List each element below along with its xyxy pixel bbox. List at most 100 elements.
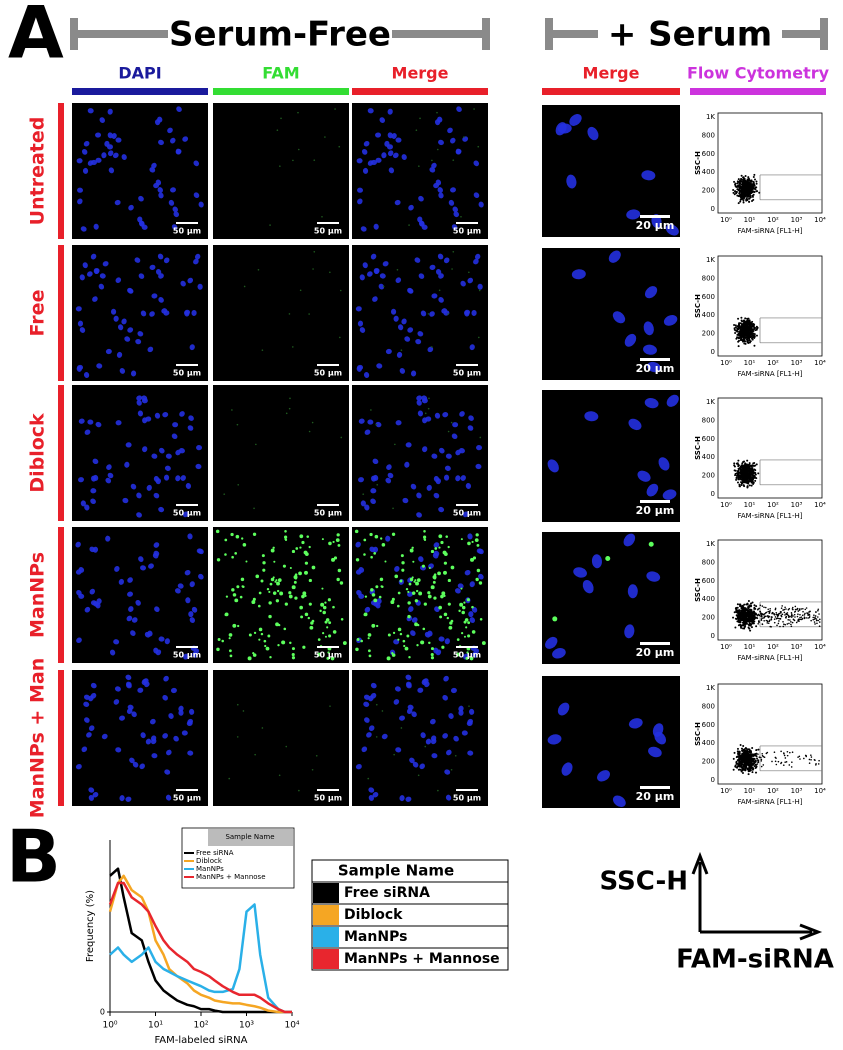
nucleus — [107, 150, 114, 157]
bracket-cap — [545, 18, 553, 50]
nucleus — [141, 398, 148, 404]
flow-event — [737, 617, 740, 620]
flow-x-tick-label: 10⁴ — [814, 359, 826, 367]
scale-bar — [317, 364, 339, 366]
fam-signal — [404, 646, 409, 651]
fam-signal — [400, 727, 403, 729]
flow-event — [775, 757, 777, 759]
nucleus — [464, 309, 471, 316]
nucleus — [106, 144, 113, 150]
fam-signal — [264, 644, 267, 648]
flow-event — [748, 197, 751, 200]
flow-event — [748, 766, 751, 769]
nucleus — [105, 348, 112, 355]
nucleus — [362, 167, 369, 174]
fam-signal — [322, 632, 325, 635]
nucleus — [137, 331, 144, 337]
fam-signal — [473, 108, 475, 110]
flow-event — [743, 621, 746, 624]
fam-signal — [461, 632, 464, 635]
flow-event — [750, 465, 753, 468]
flow-x-tick-label: 10³ — [791, 359, 803, 367]
nucleus — [77, 187, 84, 193]
flow-event — [740, 174, 743, 177]
nucleus — [130, 630, 136, 636]
flow-event — [809, 610, 811, 613]
scale-bar-label: 20 µm — [636, 646, 675, 659]
fam-signal — [332, 605, 335, 609]
fam-signal — [441, 645, 445, 649]
nucleus — [86, 732, 92, 738]
flow-event — [747, 342, 750, 345]
fam-signal — [215, 529, 220, 534]
fam-signal — [332, 630, 337, 634]
nucleus — [465, 482, 472, 489]
flow-event — [742, 607, 745, 610]
fam-signal — [338, 145, 341, 148]
flow-event — [790, 623, 792, 626]
nucleus — [469, 581, 475, 588]
nucleus — [173, 211, 180, 218]
fam-signal — [363, 538, 367, 542]
flow-event — [741, 755, 744, 758]
nucleus — [92, 296, 98, 302]
fam-signal — [416, 644, 419, 647]
flow-event — [784, 623, 787, 626]
flow-event — [748, 333, 751, 336]
nucleus — [357, 320, 364, 327]
fam-signal — [330, 656, 335, 661]
flow-event — [752, 175, 755, 178]
fam-signal — [381, 543, 386, 547]
flow-y-tick-label: 0 — [711, 205, 715, 213]
flow-event — [788, 616, 790, 619]
nucleus — [624, 333, 637, 347]
nucleus — [356, 158, 363, 164]
nucleus — [145, 738, 152, 745]
column-header: Merge — [392, 64, 449, 83]
fam-signal — [479, 618, 483, 621]
flow-event — [752, 612, 755, 615]
x-tick-label: 10² — [193, 1021, 208, 1031]
micrograph — [72, 385, 208, 521]
nucleus — [587, 126, 599, 141]
nucleus — [449, 187, 456, 193]
fam-signal — [430, 653, 434, 657]
nucleus — [591, 554, 602, 569]
flow-event — [783, 623, 785, 625]
flow-event — [768, 611, 771, 614]
flow-event — [751, 621, 754, 624]
nucleus — [394, 566, 400, 572]
fam-signal — [443, 570, 447, 575]
flow-event — [810, 756, 813, 758]
flow-event — [733, 328, 736, 331]
flow-event — [754, 752, 757, 755]
flow-event — [798, 618, 801, 621]
nucleus — [121, 318, 127, 325]
nucleus — [666, 394, 679, 407]
flow-event — [746, 337, 749, 340]
nucleus — [102, 261, 109, 267]
nucleus — [189, 581, 195, 588]
nucleus — [437, 187, 443, 193]
flow-event — [732, 768, 735, 771]
fam-signal — [315, 754, 318, 757]
flow-event — [773, 613, 775, 615]
flow-event — [740, 325, 743, 328]
flow-event — [755, 334, 758, 337]
fam-signal — [430, 549, 435, 554]
flow-event — [732, 616, 735, 619]
fam-signal — [312, 268, 314, 270]
flow-event — [736, 603, 739, 606]
nucleus — [408, 606, 414, 612]
flow-x-tick-label: 10¹ — [744, 359, 756, 367]
nucleus — [87, 271, 93, 277]
flow-event — [742, 469, 745, 472]
flow-event — [737, 189, 740, 192]
flow-event — [760, 618, 763, 620]
nucleus — [155, 268, 162, 275]
fam-signal — [407, 614, 411, 619]
flow-event — [742, 764, 745, 767]
fam-signal — [458, 609, 461, 613]
flow-event — [765, 619, 768, 622]
nucleus — [420, 732, 426, 739]
